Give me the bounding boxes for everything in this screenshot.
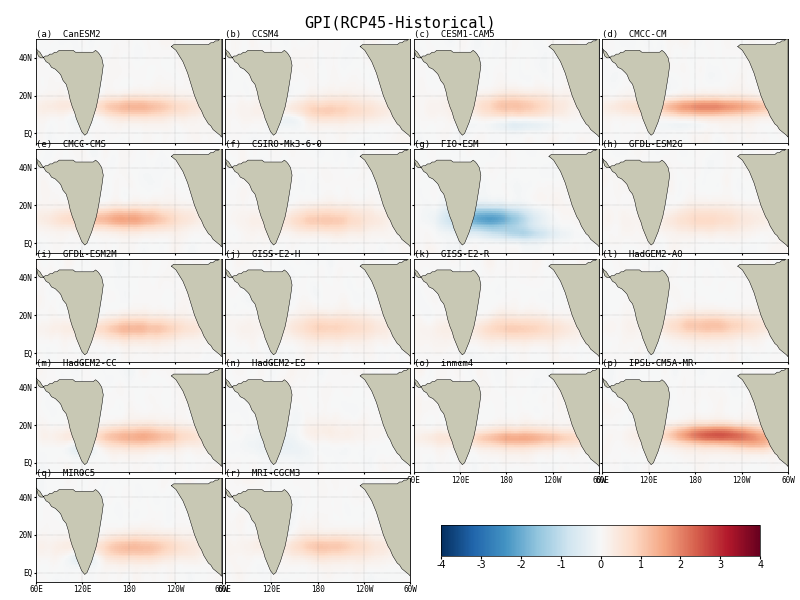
Text: (d)  CMCC-CM: (d) CMCC-CM xyxy=(602,30,667,39)
Polygon shape xyxy=(602,49,670,135)
Polygon shape xyxy=(738,259,788,357)
Polygon shape xyxy=(171,39,222,137)
Polygon shape xyxy=(414,378,481,464)
Polygon shape xyxy=(36,488,103,574)
Polygon shape xyxy=(360,478,410,577)
Text: (g)  FIO-ESM: (g) FIO-ESM xyxy=(414,140,478,149)
Text: (e)  CMCC-CMS: (e) CMCC-CMS xyxy=(36,140,106,149)
Polygon shape xyxy=(360,149,410,247)
Polygon shape xyxy=(738,149,788,247)
Text: (c)  CESM1-CAM5: (c) CESM1-CAM5 xyxy=(414,30,494,39)
Text: (k)  GISS-E2-R: (k) GISS-E2-R xyxy=(414,250,489,259)
Polygon shape xyxy=(171,478,222,577)
Polygon shape xyxy=(225,49,292,135)
Polygon shape xyxy=(602,158,670,245)
Text: (m)  HadGEM2-CC: (m) HadGEM2-CC xyxy=(36,359,117,368)
Text: (q)  MIROC5: (q) MIROC5 xyxy=(36,469,95,478)
Polygon shape xyxy=(171,368,222,467)
Polygon shape xyxy=(360,368,410,467)
Polygon shape xyxy=(414,49,481,135)
Text: (l)  HadGEM2-AO: (l) HadGEM2-AO xyxy=(602,250,683,259)
Polygon shape xyxy=(549,39,599,137)
Text: (j)  GISS-E2-H: (j) GISS-E2-H xyxy=(225,250,300,259)
Text: (b)  CCSM4: (b) CCSM4 xyxy=(225,30,278,39)
Polygon shape xyxy=(602,268,670,355)
Polygon shape xyxy=(36,49,103,135)
Polygon shape xyxy=(171,259,222,357)
Polygon shape xyxy=(602,378,670,464)
Text: (o)  inmcm4: (o) inmcm4 xyxy=(414,359,473,368)
Polygon shape xyxy=(738,39,788,137)
Text: (r)  MRI-CGCM3: (r) MRI-CGCM3 xyxy=(225,469,300,478)
Polygon shape xyxy=(549,149,599,247)
Text: (f)  CSIRO-Mk3-6-0: (f) CSIRO-Mk3-6-0 xyxy=(225,140,322,149)
Polygon shape xyxy=(414,158,481,245)
Polygon shape xyxy=(549,259,599,357)
Polygon shape xyxy=(738,368,788,467)
Polygon shape xyxy=(225,268,292,355)
Text: GPI(RCP45-Historical): GPI(RCP45-Historical) xyxy=(304,15,496,30)
Polygon shape xyxy=(360,259,410,357)
Text: (a)  CanESM2: (a) CanESM2 xyxy=(36,30,101,39)
Text: (i)  GFDL-ESM2M: (i) GFDL-ESM2M xyxy=(36,250,117,259)
Polygon shape xyxy=(36,268,103,355)
Polygon shape xyxy=(225,378,292,464)
Polygon shape xyxy=(549,368,599,467)
Text: (p)  IPSL-CM5A-MR: (p) IPSL-CM5A-MR xyxy=(602,359,694,368)
Polygon shape xyxy=(225,488,292,574)
Polygon shape xyxy=(36,378,103,464)
Text: (h)  GFDL-ESM2G: (h) GFDL-ESM2G xyxy=(602,140,683,149)
Polygon shape xyxy=(225,158,292,245)
Polygon shape xyxy=(414,268,481,355)
Polygon shape xyxy=(171,149,222,247)
Polygon shape xyxy=(36,158,103,245)
Polygon shape xyxy=(360,39,410,137)
Text: (n)  HadGEM2-ES: (n) HadGEM2-ES xyxy=(225,359,306,368)
